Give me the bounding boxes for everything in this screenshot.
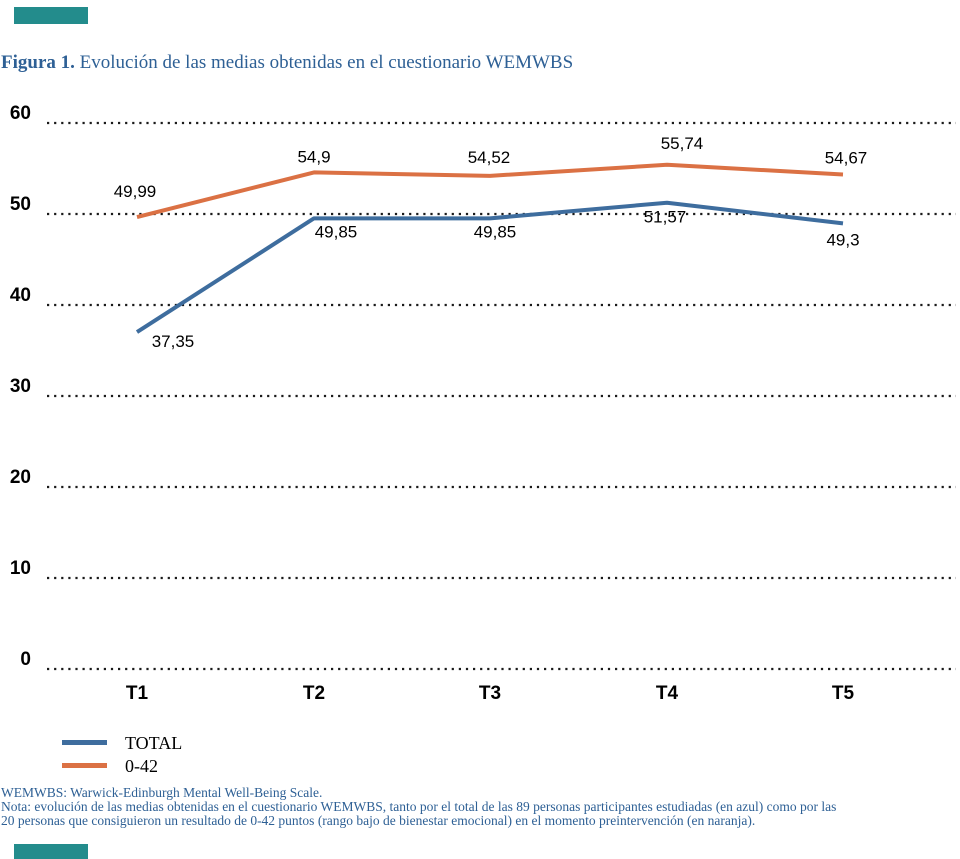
series-line-total	[135, 200, 844, 334]
data-point-label: 54,67	[825, 149, 868, 168]
legend-item-0-42: 0-42	[62, 754, 182, 777]
y-axis-tick-label: 50	[10, 194, 31, 215]
legend-label-total: TOTAL	[125, 732, 183, 753]
chart-legend: TOTAL 0-42	[62, 731, 182, 777]
y-axis-tick-label: 10	[10, 558, 31, 579]
legend-label-0-42: 0-42	[125, 755, 158, 776]
data-point-label: 49,99	[114, 182, 157, 201]
x-axis-category-label: T3	[479, 683, 501, 704]
legend-swatch-0-42	[62, 763, 107, 768]
figure-title-text: Evolución de las medias obtenidas en el …	[74, 52, 574, 73]
data-point-label: 49,3	[826, 230, 859, 249]
data-point-label: 51,57	[644, 208, 687, 227]
bottom-accent-bar	[14, 844, 88, 859]
legend-swatch-total	[62, 740, 107, 745]
top-accent-bar	[14, 7, 88, 24]
y-axis-tick-label: 40	[10, 285, 31, 306]
footnote-abbreviation: WEMWBS: Warwick-Edinburgh Mental Well-Be…	[1, 785, 323, 800]
data-point-label: 55,74	[661, 134, 704, 153]
footnote-nota-line-2: 20 personas que consiguieron un resultad…	[1, 813, 756, 828]
y-axis-tick-label: 30	[10, 376, 31, 397]
y-axis-tick-label: 60	[10, 103, 31, 124]
figure-footnotes: WEMWBS: Warwick-Edinburgh Mental Well-Be…	[1, 786, 836, 828]
data-point-label: 54,9	[297, 147, 330, 166]
y-axis-tick-label: 20	[10, 467, 31, 488]
footnote-nota-line-1: Nota: evolución de las medias obtenidas …	[1, 799, 837, 814]
x-axis-category-label: T5	[832, 683, 855, 704]
data-point-label: 49,85	[474, 222, 517, 241]
figure-number-label: Figura 1.	[1, 52, 75, 73]
data-point-label: 49,85	[315, 222, 358, 241]
x-axis-category-label: T2	[303, 683, 325, 704]
y-axis-tick-label: 0	[20, 649, 31, 670]
figure-title: Figura 1. Evolución de las medias obteni…	[1, 52, 573, 74]
data-point-label: 37,35	[152, 332, 195, 351]
legend-item-total: TOTAL	[62, 731, 182, 754]
series-line-0-42	[136, 162, 844, 220]
x-axis-category-label: T4	[656, 683, 679, 704]
data-point-label: 54,52	[468, 148, 511, 167]
x-axis-category-label: T1	[126, 683, 149, 704]
